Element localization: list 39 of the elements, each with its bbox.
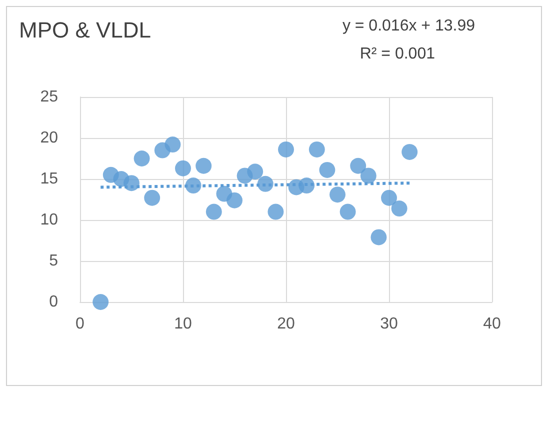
x-tick-label: 30: [380, 316, 398, 332]
point: [124, 175, 140, 192]
point: [257, 176, 274, 192]
point: [278, 141, 294, 158]
point: [196, 158, 212, 174]
point: [308, 141, 325, 158]
point: [381, 190, 397, 206]
x-tick-label: 0: [76, 316, 85, 332]
point: [206, 204, 222, 220]
point: [330, 186, 346, 203]
point: [134, 150, 150, 166]
point: [360, 168, 376, 184]
point: [268, 204, 284, 220]
text: y = 0.016x + 13.99: [342, 18, 476, 34]
y-tick-label: 10: [40, 212, 58, 228]
point: [340, 204, 356, 220]
point: [164, 136, 181, 153]
point: [185, 178, 202, 194]
point: [144, 190, 160, 206]
point: [350, 158, 366, 174]
text: R² = 0.001: [360, 46, 436, 62]
point: [175, 160, 191, 176]
point: [298, 178, 315, 194]
point: [402, 144, 418, 160]
y-tick-label: 5: [49, 252, 58, 270]
x-tick-label: 20: [277, 316, 295, 332]
y-tick-label: 20: [40, 130, 58, 146]
chart-title: MPO & VLDL: [19, 18, 152, 42]
point: [370, 229, 387, 246]
y-tick-label: 25: [40, 88, 58, 106]
point: [226, 192, 242, 208]
y-tick-label: 0: [49, 294, 58, 310]
point: [92, 294, 109, 310]
point: [319, 162, 336, 178]
y-tick-label: 15: [40, 170, 58, 188]
point: [391, 200, 408, 217]
point: [247, 164, 264, 180]
x-tick-label: 40: [483, 316, 501, 332]
x-tick-label: 10: [174, 316, 192, 332]
